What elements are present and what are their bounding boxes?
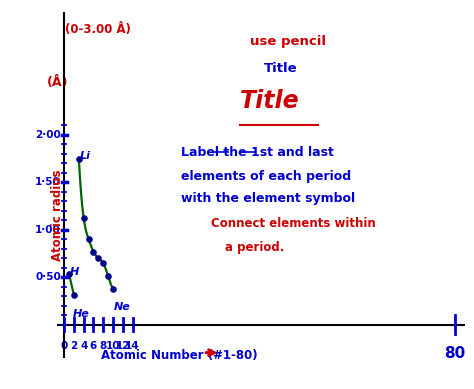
Text: Title: Title bbox=[240, 89, 300, 114]
Text: 14: 14 bbox=[125, 341, 140, 351]
Text: 80: 80 bbox=[444, 345, 465, 361]
Text: 0·50: 0·50 bbox=[35, 272, 61, 282]
Point bbox=[80, 216, 88, 222]
Text: Title: Title bbox=[264, 62, 298, 75]
Text: 0: 0 bbox=[61, 341, 68, 351]
Text: 1·50: 1·50 bbox=[35, 177, 61, 187]
Text: H: H bbox=[70, 266, 79, 277]
Text: Label the 1st and last: Label the 1st and last bbox=[182, 146, 334, 159]
Point bbox=[90, 249, 97, 255]
Text: 6: 6 bbox=[90, 341, 97, 351]
Text: elements of each period: elements of each period bbox=[182, 170, 352, 183]
Text: Connect elements within: Connect elements within bbox=[210, 217, 375, 230]
Text: Li: Li bbox=[80, 151, 91, 161]
Point bbox=[95, 255, 102, 261]
Text: He: He bbox=[73, 308, 90, 319]
Text: Ne: Ne bbox=[114, 302, 131, 312]
Point bbox=[100, 260, 107, 266]
Point bbox=[104, 273, 112, 279]
Text: use pencil: use pencil bbox=[250, 35, 326, 48]
Text: 2: 2 bbox=[70, 341, 78, 351]
Point bbox=[65, 271, 73, 277]
Text: Atomic Number (#1-80): Atomic Number (#1-80) bbox=[101, 349, 257, 362]
Text: (Å): (Å) bbox=[47, 76, 69, 89]
Text: 2·00: 2·00 bbox=[35, 130, 61, 140]
Point bbox=[85, 236, 92, 242]
Text: 4: 4 bbox=[80, 341, 87, 351]
Text: 8: 8 bbox=[100, 341, 107, 351]
Text: 12: 12 bbox=[116, 341, 130, 351]
Point bbox=[109, 286, 117, 292]
Text: 1·00: 1·00 bbox=[35, 225, 61, 235]
Point bbox=[75, 156, 82, 162]
Text: with the element symbol: with the element symbol bbox=[182, 192, 356, 205]
Point bbox=[70, 292, 78, 298]
Text: (0-3.00 Å): (0-3.00 Å) bbox=[65, 23, 131, 36]
Text: a period.: a period. bbox=[225, 241, 285, 254]
Text: Atomic radius: Atomic radius bbox=[51, 170, 64, 261]
Text: 10: 10 bbox=[106, 341, 120, 351]
